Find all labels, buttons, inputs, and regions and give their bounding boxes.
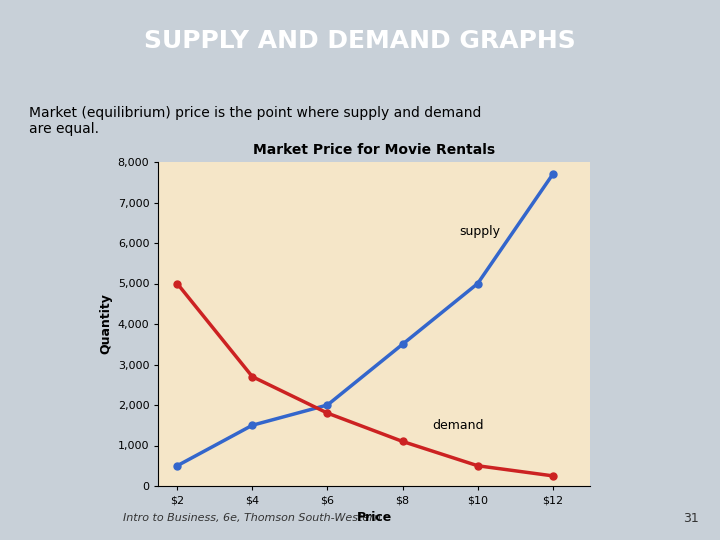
Text: supply: supply [459,225,500,238]
Text: Intro to Business, 6e, Thomson South-Western: Intro to Business, 6e, Thomson South-Wes… [123,514,381,523]
X-axis label: Price: Price [357,511,392,524]
Title: Market Price for Movie Rentals: Market Price for Movie Rentals [253,143,495,157]
Text: demand: demand [433,419,484,433]
Text: SUPPLY AND DEMAND GRAPHS: SUPPLY AND DEMAND GRAPHS [144,29,576,52]
Text: Market (equilibrium) price is the point where supply and demand
are equal.: Market (equilibrium) price is the point … [29,106,481,136]
Text: 31: 31 [683,512,699,525]
Y-axis label: Quantity: Quantity [99,294,112,354]
